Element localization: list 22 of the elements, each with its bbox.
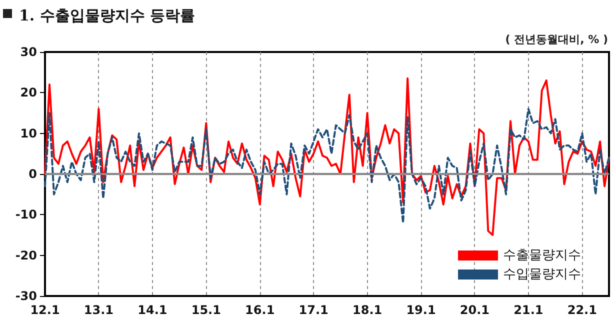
y-tick-label: -10	[15, 208, 37, 222]
y-tick-label: 20	[20, 86, 37, 100]
chart-title: 1. 수출입물량지수 등락률	[19, 6, 196, 24]
y-tick-label: -20	[15, 248, 37, 262]
y-tick-label: -30	[15, 289, 37, 303]
x-tick-label: 12.1	[30, 303, 60, 317]
x-tick-label: 22.1	[567, 303, 597, 317]
x-tick-label: 20.1	[460, 303, 490, 317]
y-tick-label: 30	[20, 45, 37, 59]
x-tick-label: 18.1	[352, 303, 382, 317]
y-tick-label: 10	[20, 126, 37, 140]
x-tick-label: 21.1	[514, 303, 544, 317]
x-tick-label: 13.1	[84, 303, 114, 317]
text: ( 전년동월대비, % )	[505, 33, 608, 46]
x-tick-label: 16.1	[245, 303, 275, 317]
x-tick-label: 17.1	[298, 303, 328, 317]
legend-label: 수입물량지수	[503, 267, 581, 282]
y-tick-label: 0	[28, 167, 37, 181]
x-tick-label: 15.1	[191, 303, 221, 317]
x-tick-label: 19.1	[406, 303, 436, 317]
legend-label: 수출물량지수	[503, 248, 581, 263]
x-tick-label: 14.1	[138, 303, 168, 317]
